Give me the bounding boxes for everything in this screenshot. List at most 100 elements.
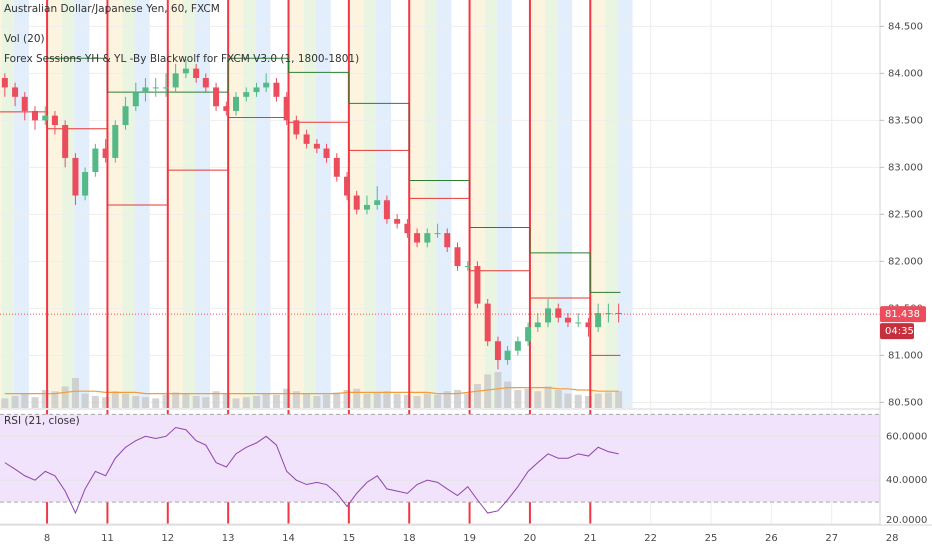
candle-body xyxy=(383,200,390,220)
session-stripe xyxy=(182,0,195,408)
last-price-box xyxy=(880,306,926,323)
session-stripe xyxy=(255,0,271,408)
volume-bar xyxy=(454,390,462,408)
volume-bar xyxy=(182,393,190,408)
session-stripe xyxy=(496,0,512,408)
volume-bar xyxy=(71,378,79,408)
candle-body xyxy=(504,350,511,361)
volume-bar xyxy=(434,394,442,408)
candle-body xyxy=(585,322,592,328)
candle-body xyxy=(353,195,360,210)
volume-bar xyxy=(443,391,451,408)
rsi-tick-label: 20.0000 xyxy=(886,515,927,526)
y-tick-label: 83.000 xyxy=(888,162,923,173)
candle-body xyxy=(333,157,340,177)
volume-bar xyxy=(473,384,481,408)
volume-bar xyxy=(383,391,391,408)
session-stripe xyxy=(47,0,63,408)
volume-bar xyxy=(21,393,29,408)
x-tick-label: 21 xyxy=(584,533,597,544)
axes: 8 11 12 13 14 15 18 19 20 21 22 25 26 27 28 80.500 81.00… xyxy=(44,21,927,544)
indicator-label: Forex Sessions YH & YL -By Blackwolf for… xyxy=(4,53,359,65)
candle-body xyxy=(162,87,169,89)
candle-body xyxy=(313,143,320,149)
candle-body xyxy=(374,200,381,205)
candle-body xyxy=(525,327,532,342)
volume-bar xyxy=(504,381,512,408)
session-stripe xyxy=(167,0,183,408)
session-stripe xyxy=(243,0,256,408)
x-tick-label: 18 xyxy=(403,533,416,544)
candle-body xyxy=(454,247,461,267)
volume-bar xyxy=(333,392,341,408)
x-tick-label: 26 xyxy=(765,533,778,544)
rsi-tick-label: 40.0000 xyxy=(886,475,927,486)
volume-bar xyxy=(162,394,170,408)
candle-body xyxy=(564,317,571,323)
x-tick-label: 15 xyxy=(342,533,355,544)
volume-bar xyxy=(343,390,351,408)
volume-bar xyxy=(524,388,532,408)
candle-body xyxy=(595,313,602,328)
session-stripe xyxy=(62,0,75,408)
x-tick-label: 20 xyxy=(524,533,537,544)
candle-body xyxy=(464,266,471,268)
volume-bar xyxy=(554,390,562,408)
session-stripe xyxy=(1,0,14,408)
volume-bar xyxy=(353,388,361,408)
volume-bar xyxy=(534,391,542,408)
candle-body xyxy=(303,134,310,144)
volume-bar xyxy=(242,397,250,408)
session-stripe xyxy=(376,0,392,408)
candle-body xyxy=(21,96,28,111)
x-tick-label: 22 xyxy=(644,533,657,544)
volume-bar xyxy=(484,374,492,408)
volume-bar xyxy=(192,396,200,408)
candle-body xyxy=(575,322,582,324)
rsi-line xyxy=(4,426,619,515)
candle-body xyxy=(51,115,58,126)
x-tick-label: 13 xyxy=(222,533,235,544)
x-tick-label: 19 xyxy=(463,533,476,544)
candle-body xyxy=(152,87,159,89)
session-stripe xyxy=(194,0,211,408)
x-tick-label: 8 xyxy=(44,533,50,544)
price-pane xyxy=(0,0,880,408)
session-stripe xyxy=(74,0,90,408)
session-stripe xyxy=(436,0,452,408)
volume-bar xyxy=(403,394,411,408)
volume-bar xyxy=(615,391,623,408)
volume-bar xyxy=(1,398,9,408)
candle-body xyxy=(202,78,209,88)
session-stripe xyxy=(529,0,546,408)
candle-body xyxy=(92,148,99,173)
rsi-pane xyxy=(0,410,880,525)
volume-bar xyxy=(91,396,99,408)
volume-bar xyxy=(272,394,280,408)
volume-bar xyxy=(81,393,89,408)
session-stripe xyxy=(288,0,304,408)
volume-bar xyxy=(253,396,261,408)
candle-body xyxy=(1,78,8,88)
volume-bar xyxy=(283,388,291,408)
candle-body xyxy=(615,313,622,315)
session-stripe xyxy=(605,0,618,408)
candle-body xyxy=(263,82,270,88)
volume-bar xyxy=(292,391,300,408)
session-stripe xyxy=(315,0,331,408)
y-tick-label: 84.000 xyxy=(888,68,923,79)
candle-body xyxy=(122,106,129,126)
candle-body xyxy=(82,172,89,196)
session-stripe xyxy=(0,0,2,408)
session-stripe xyxy=(557,0,573,408)
volume-bar xyxy=(11,396,19,408)
volume-bar xyxy=(152,398,160,408)
session-stripe xyxy=(303,0,316,408)
candle-body xyxy=(323,148,330,158)
candle-body xyxy=(605,313,612,315)
volume-bar xyxy=(323,394,331,408)
volume-bar xyxy=(41,390,49,408)
candle-body xyxy=(363,204,370,210)
candle-body xyxy=(424,233,431,243)
